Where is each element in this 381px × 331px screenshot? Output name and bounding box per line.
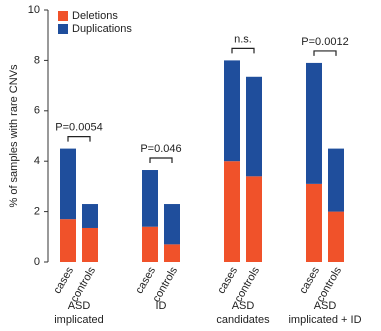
- bar-segment: [328, 211, 344, 262]
- group-label: ID: [156, 300, 167, 312]
- significance-bracket: [149, 157, 173, 164]
- annotation: n.s.: [234, 33, 252, 45]
- legend-label: Duplications: [72, 23, 132, 35]
- annotation: P=0.0012: [301, 36, 348, 48]
- annotation: P=0.046: [140, 143, 181, 155]
- bar-segment: [306, 62, 322, 184]
- significance-bracket: [313, 50, 337, 56]
- bar-segment: [328, 148, 344, 212]
- bar-segment: [142, 170, 158, 227]
- group-label: implicated + ID: [288, 314, 361, 326]
- bar-segment: [164, 244, 180, 262]
- y-tick-label: 4: [34, 155, 40, 167]
- bar-segment: [142, 226, 158, 262]
- bar-segment: [306, 183, 322, 262]
- bar-segment: [60, 219, 76, 262]
- significance-bracket: [67, 136, 91, 142]
- group-label: ASD: [232, 300, 255, 312]
- group-label: implicated: [54, 314, 104, 326]
- legend-label: Deletions: [72, 10, 118, 22]
- bar-segment: [246, 176, 262, 262]
- legend-swatch: [58, 11, 68, 21]
- significance-bracket: [231, 47, 255, 54]
- bar-segment: [224, 161, 240, 262]
- y-tick-label: 0: [34, 256, 40, 268]
- bar-segment: [82, 227, 98, 262]
- y-tick-label: 2: [34, 206, 40, 218]
- group-label: candidates: [216, 314, 270, 326]
- y-tick-label: 10: [28, 4, 40, 16]
- y-tick-label: 8: [34, 54, 40, 66]
- bar-segment: [224, 60, 240, 162]
- bar-segment: [82, 204, 98, 228]
- group-label: ASD: [314, 300, 337, 312]
- bar-segment: [60, 148, 76, 220]
- annotation: P=0.0054: [55, 122, 102, 134]
- y-tick-label: 6: [34, 105, 40, 117]
- legend-swatch: [58, 24, 68, 34]
- bar-segment: [164, 204, 180, 245]
- y-axis-label: % of samples with rare CNVs: [8, 64, 20, 208]
- group-label: ASD: [68, 300, 91, 312]
- bar-segment: [246, 76, 262, 177]
